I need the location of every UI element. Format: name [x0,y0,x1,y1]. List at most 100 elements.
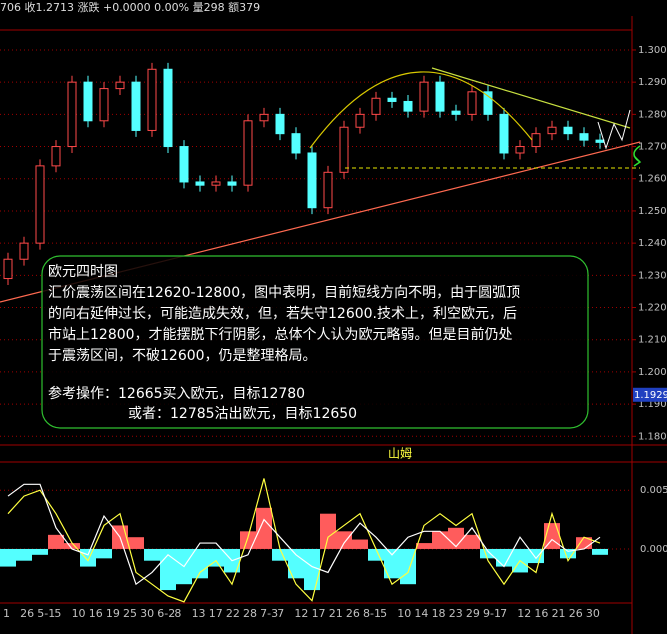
histogram-bar [576,537,592,549]
annotation-line: 或者：12785沽出欧元，目标12650 [128,406,357,422]
histogram-bar [288,548,304,579]
candle-body [211,181,221,186]
indicator-line [7,483,601,586]
candle-body [19,242,29,260]
y-tick-label: 0.005 [640,485,667,496]
x-tick-label: 17 [312,607,326,620]
histogram-bar [432,531,448,549]
indicator-line [7,478,601,603]
histogram-bar [496,548,512,567]
x-tick-label: 19 [106,607,120,620]
candle-body [451,110,461,115]
x-tick-label: 21 [329,607,343,620]
histogram-bar [64,543,80,549]
x-tick-label: 1 [3,607,10,620]
annotation-line: 的向右延伸过长，可能造成失效，但，若失守12600.技术上，利空欧元，后 [48,306,517,322]
x-tick-label: 10 [397,607,411,620]
candle-body [51,146,61,167]
candle-body [307,152,317,209]
histogram-bar [560,548,576,559]
x-tick-label: 28 [243,607,257,620]
histogram-bar [192,548,208,579]
histogram-bar [144,548,160,561]
resistance-trendline [431,67,631,129]
y-tick-label: 1.180 [638,431,667,442]
histogram-bar [256,507,272,549]
candle-body [291,133,301,154]
candle-body [67,81,77,148]
x-tick-label: 12 [294,607,308,620]
projection [597,109,631,150]
candle-body [3,258,13,280]
annotation-box [41,255,589,429]
annotation-title: 欧元四时图 [48,264,118,280]
y-tick-label: 1.290 [638,77,667,88]
candle-body [243,120,253,186]
candle-body [419,81,429,112]
x-tick-label: 9-1 [483,607,501,620]
x-tick-label: 30 [140,607,154,620]
candle-body [499,113,509,154]
candle-body [163,68,173,148]
x-tick-label: 8-1 [363,607,381,620]
histogram-bar [96,548,112,559]
y-tick-label: 1.230 [638,270,667,281]
candle-body [115,81,125,90]
arrow [633,145,642,167]
annotation-line: 于震荡区间，不破12600，仍是整理格局。 [48,348,317,364]
y-tick-label: 1.190 [638,399,667,410]
x-tick-label: 5-1 [37,607,55,620]
candle-body [515,146,525,154]
candle-body [339,126,349,173]
x-tick-label: 8 [174,607,181,620]
candle-body [147,68,157,131]
histogram-bar [480,548,496,559]
y-tick-label: 1.260 [638,174,667,185]
candle-body [547,126,557,135]
x-tick-label: 29 [466,607,480,620]
candle-body [323,171,333,209]
x-tick-label: 26 [346,607,360,620]
candle-body [227,181,237,186]
x-tick-label: 26 [20,607,34,620]
y-tick-label: 1.200 [638,367,667,378]
y-tick-label: 1.270 [638,142,667,153]
x-tick-label: 18 [432,607,446,620]
histogram-bar [48,534,64,549]
histogram-bar [464,534,480,549]
x-tick-label: 14 [414,607,428,620]
candle-body [179,146,189,183]
x-tick-label: 10 [72,607,86,620]
x-tick-label: 21 [552,607,566,620]
x-tick-label: 22 [226,607,240,620]
candle-body [435,81,445,112]
x-tick-label: 13 [192,607,206,620]
candle-body [355,113,365,128]
header: 706 收1.2713 涨跌 +0.0000 0.00% 量298 额379 [0,0,260,14]
x-tick-label: 12 [517,607,531,620]
x-tick-label: 16 [534,607,548,620]
x-tick-label: 6-2 [157,607,175,620]
candle-body [403,100,413,112]
y-tick-label: 1.250 [638,206,667,217]
candle-body [83,81,93,122]
histogram-bar [208,548,224,567]
histogram-bar [320,513,336,549]
histogram-bar [16,548,32,561]
candle-body [275,113,285,135]
y-tick-label: 1.220 [638,303,667,314]
histogram-bar [32,548,48,555]
histogram-bar [352,539,368,549]
histogram-bar [384,548,400,579]
y-tick-label: 1.300 [638,45,667,56]
x-tick-label: 25 [123,607,137,620]
candle-body [35,165,45,244]
candle-body [387,97,397,102]
x-tick-label: 26 [569,607,583,620]
histogram-bar [592,548,608,555]
candle-body [195,181,205,186]
indicator-title: 山姆 [388,447,412,461]
histogram-bar [304,548,320,591]
candle-body [131,81,141,131]
